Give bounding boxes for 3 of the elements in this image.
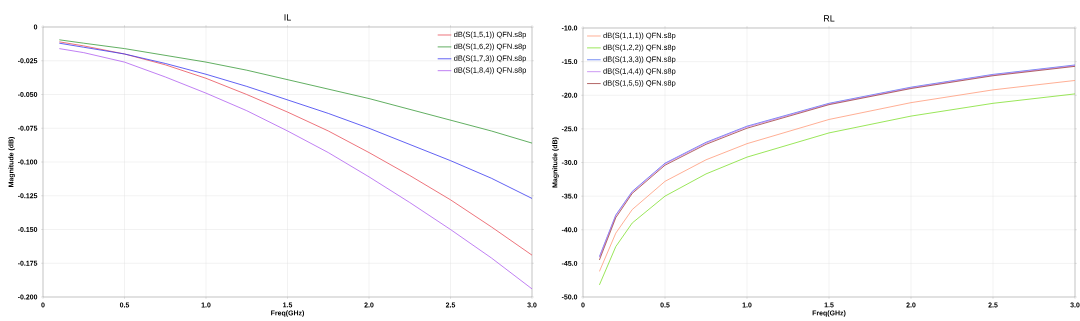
chart-title: RL bbox=[824, 15, 835, 22]
line-series bbox=[58, 41, 532, 256]
chart-title: IL bbox=[284, 14, 291, 21]
